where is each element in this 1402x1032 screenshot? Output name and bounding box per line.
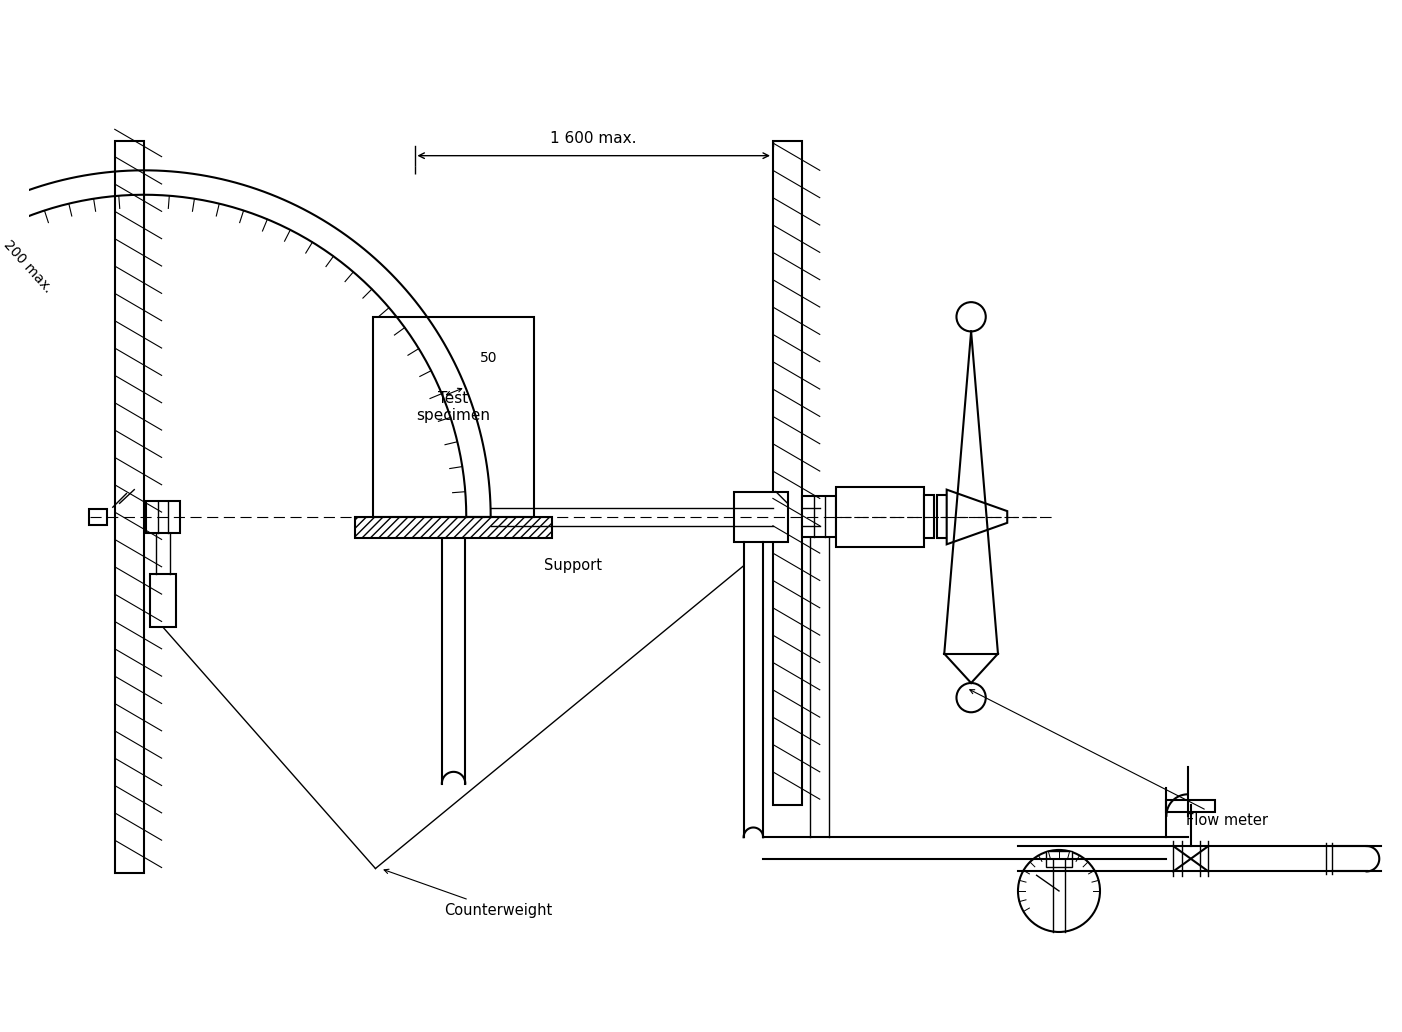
Bar bbox=[90, 509, 107, 525]
Bar bbox=[115, 141, 144, 873]
Circle shape bbox=[1018, 850, 1101, 932]
Bar bbox=[773, 141, 802, 805]
Bar bbox=[924, 495, 934, 539]
Bar bbox=[1166, 800, 1216, 812]
Circle shape bbox=[956, 302, 986, 331]
Bar bbox=[150, 574, 175, 627]
Bar bbox=[373, 317, 534, 517]
Bar bbox=[733, 491, 788, 543]
Text: 1 600 max.: 1 600 max. bbox=[551, 131, 637, 146]
Text: Flow meter: Flow meter bbox=[970, 689, 1267, 828]
Bar bbox=[1046, 851, 1071, 867]
Text: Support: Support bbox=[544, 558, 601, 573]
Text: 200 max.: 200 max. bbox=[0, 238, 55, 296]
Bar bbox=[356, 517, 552, 539]
Bar bbox=[937, 495, 946, 539]
Bar bbox=[802, 496, 837, 538]
Bar bbox=[146, 502, 181, 533]
Text: Counterweight: Counterweight bbox=[384, 869, 552, 917]
Circle shape bbox=[956, 683, 986, 712]
Polygon shape bbox=[946, 489, 1007, 544]
Text: 50: 50 bbox=[479, 351, 498, 364]
Text: Test
specimen: Test specimen bbox=[416, 391, 491, 423]
Bar bbox=[837, 487, 924, 547]
